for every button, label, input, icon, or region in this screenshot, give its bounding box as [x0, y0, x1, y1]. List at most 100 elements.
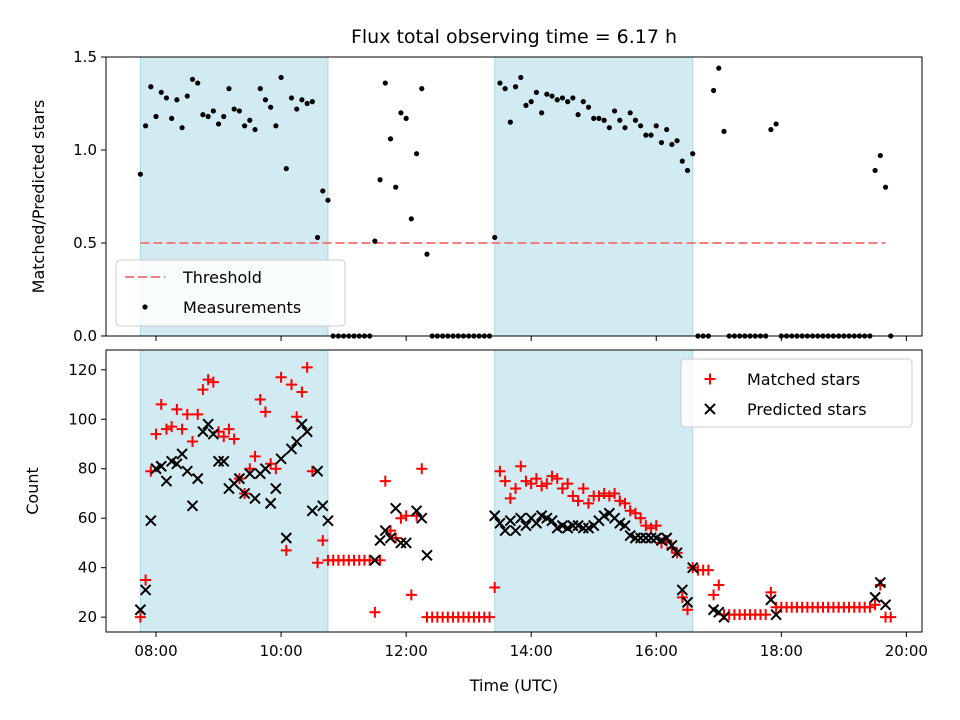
data-point — [565, 99, 571, 105]
data-point — [768, 126, 774, 133]
data-point — [249, 492, 261, 505]
data-point — [624, 505, 636, 517]
data-point — [627, 110, 633, 116]
data-point — [515, 512, 527, 524]
data-point — [238, 487, 251, 500]
data-point — [556, 483, 568, 495]
x-tick-label: 18:00 — [760, 642, 803, 660]
y-tick-label: 20 — [78, 608, 97, 626]
data-point — [721, 128, 727, 134]
data-point — [530, 473, 542, 485]
data-point — [591, 115, 597, 121]
legend-measurements-swatch — [142, 304, 148, 310]
data-point — [150, 428, 162, 440]
data-point — [484, 611, 496, 623]
chart-title: Flux total observing time = 6.17 h — [351, 26, 677, 48]
data-point — [530, 517, 543, 529]
data-point — [192, 472, 204, 485]
data-point — [603, 490, 615, 502]
data-point — [682, 604, 694, 616]
data-point — [567, 519, 579, 532]
data-point — [770, 608, 782, 621]
data-point — [288, 95, 295, 101]
data-point — [158, 89, 164, 95]
data-point — [171, 458, 183, 470]
y-tick-label: 0.0 — [73, 327, 97, 345]
data-point — [653, 123, 659, 129]
data-point — [541, 478, 553, 490]
observing-window-1 — [139, 349, 329, 633]
data-point — [317, 500, 329, 512]
data-point — [223, 423, 235, 435]
data-point — [674, 138, 680, 144]
data-point — [218, 455, 230, 468]
data-point — [226, 86, 232, 92]
legend-matched-swatch — [704, 373, 716, 385]
data-point — [197, 384, 209, 396]
data-point — [189, 76, 196, 82]
data-point — [874, 576, 887, 589]
data-point — [379, 524, 392, 537]
data-point — [619, 519, 631, 532]
data-point — [400, 537, 412, 549]
y-tick-label: 120 — [68, 361, 97, 379]
data-point — [497, 80, 503, 86]
data-point — [181, 408, 193, 420]
data-point — [139, 584, 152, 596]
data-point — [416, 512, 428, 524]
data-point — [760, 609, 772, 621]
data-point — [577, 483, 589, 495]
data-point — [502, 86, 508, 92]
data-point — [137, 171, 143, 177]
data-point — [259, 406, 271, 418]
series-measurements — [137, 65, 894, 339]
data-point — [525, 478, 537, 490]
data-point — [171, 403, 183, 415]
data-point — [270, 482, 282, 495]
data-point — [181, 465, 193, 477]
data-point — [395, 537, 407, 549]
data-point — [515, 460, 527, 472]
data-point — [635, 512, 647, 524]
data-point — [629, 532, 642, 544]
data-point — [301, 361, 313, 373]
data-point — [669, 141, 675, 148]
data-point — [765, 586, 777, 598]
data-point — [242, 123, 248, 129]
data-point — [570, 95, 576, 101]
legend-box — [680, 358, 913, 428]
y-tick-label: 1.0 — [73, 141, 97, 159]
data-point — [296, 418, 308, 430]
data-point — [544, 91, 550, 97]
data-point — [143, 123, 149, 129]
data-point — [169, 115, 175, 121]
data-point — [864, 601, 876, 613]
data-point — [549, 93, 555, 99]
data-point — [186, 500, 199, 512]
data-point — [218, 431, 230, 443]
observing-window-2 — [494, 56, 694, 337]
data-point — [306, 465, 318, 477]
data-point — [364, 554, 376, 566]
data-point — [606, 125, 612, 131]
data-point — [648, 132, 654, 138]
data-point — [536, 480, 548, 492]
data-point — [520, 475, 532, 487]
data-point — [379, 475, 391, 487]
data-point — [247, 117, 253, 123]
data-point — [494, 465, 506, 477]
data-point — [384, 532, 397, 544]
data-point — [312, 557, 324, 569]
data-point — [163, 95, 170, 101]
data-point — [140, 574, 152, 586]
legend-label-predicted: Predicted stars — [747, 400, 867, 419]
data-point — [202, 374, 214, 386]
data-point — [580, 99, 586, 105]
data-point — [679, 158, 685, 164]
data-point — [413, 151, 420, 157]
data-point — [174, 97, 180, 103]
data-point — [650, 520, 662, 532]
data-point — [617, 117, 623, 123]
x-tick-label: 10:00 — [259, 642, 302, 660]
